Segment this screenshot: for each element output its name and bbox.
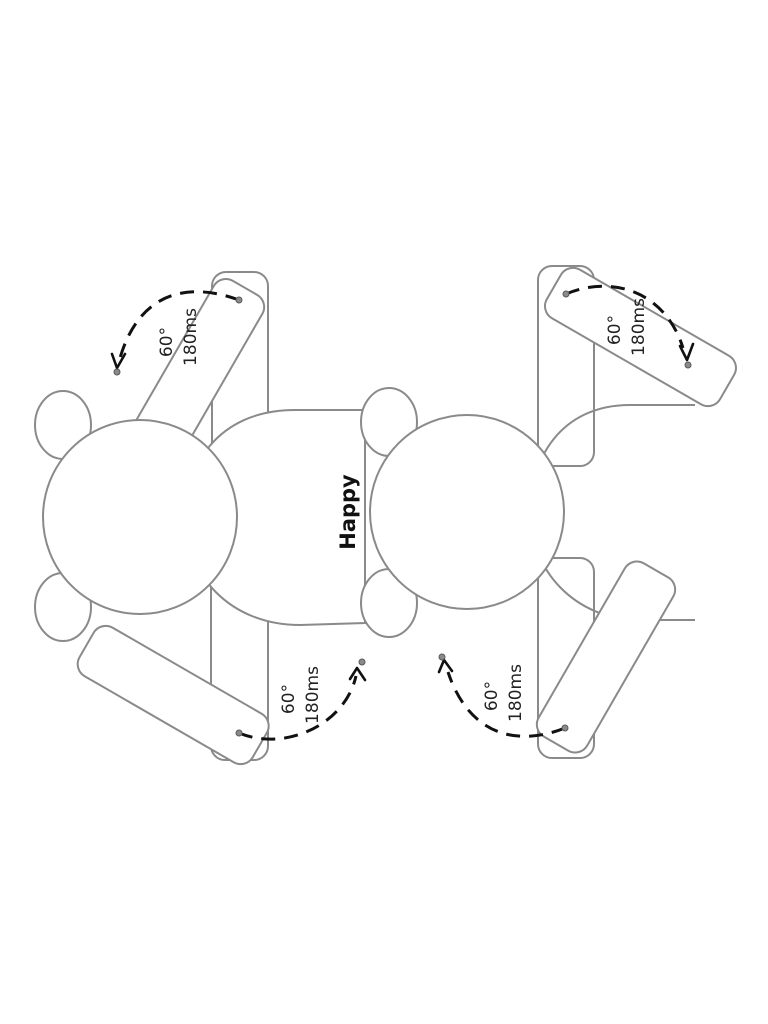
annotation-angle: 60° [157, 327, 177, 357]
annotation-duration: 180ms [629, 298, 649, 356]
left-figure-arc-bottom [238, 675, 358, 741]
right-figure-arm-bottom-raised [535, 560, 677, 754]
left-figure-arrowhead-top [110, 352, 127, 370]
right-figure-arrowhead-bottom [437, 658, 454, 674]
left-figure-pivot-bottom-raised [358, 658, 366, 666]
left-figure-pivot-top-raised [113, 368, 121, 376]
left-figure-arm-bottom-raised [76, 624, 270, 766]
right-figure-arm-top-raised [544, 266, 737, 408]
annotation-angle: 60° [279, 684, 299, 714]
diagram-title: Happy [336, 474, 360, 550]
right-figure-arc-bottom [446, 671, 566, 738]
annotation-duration: 180ms [506, 664, 526, 722]
left-figure-head [42, 419, 238, 615]
right-figure-pivot-bottom-rest [561, 724, 569, 732]
right-figure-pivot-bottom-raised [438, 653, 446, 661]
left-figure-arc-top [118, 290, 240, 359]
right-figure-arc-top [565, 284, 685, 349]
left-figure-pivot-top-rest [235, 296, 243, 304]
right-figure-head [369, 414, 565, 610]
annotation-angle: 60° [482, 681, 502, 711]
left-figure-pivot-bottom-rest [235, 729, 243, 737]
annotation-duration: 180ms [303, 666, 323, 724]
left-figure-arrowhead-bottom [348, 666, 367, 682]
right-figure-arrowhead-top [678, 342, 695, 362]
right-figure: 60° 180ms 60° 180ms [360, 265, 737, 759]
annotation-angle: 60° [605, 315, 625, 345]
annotation-duration: 180ms [181, 308, 201, 366]
right-figure-pivot-top-raised [684, 361, 692, 369]
right-figure-pivot-top-rest [562, 290, 570, 298]
left-figure: 60° 180ms 60° 180ms [34, 271, 367, 766]
